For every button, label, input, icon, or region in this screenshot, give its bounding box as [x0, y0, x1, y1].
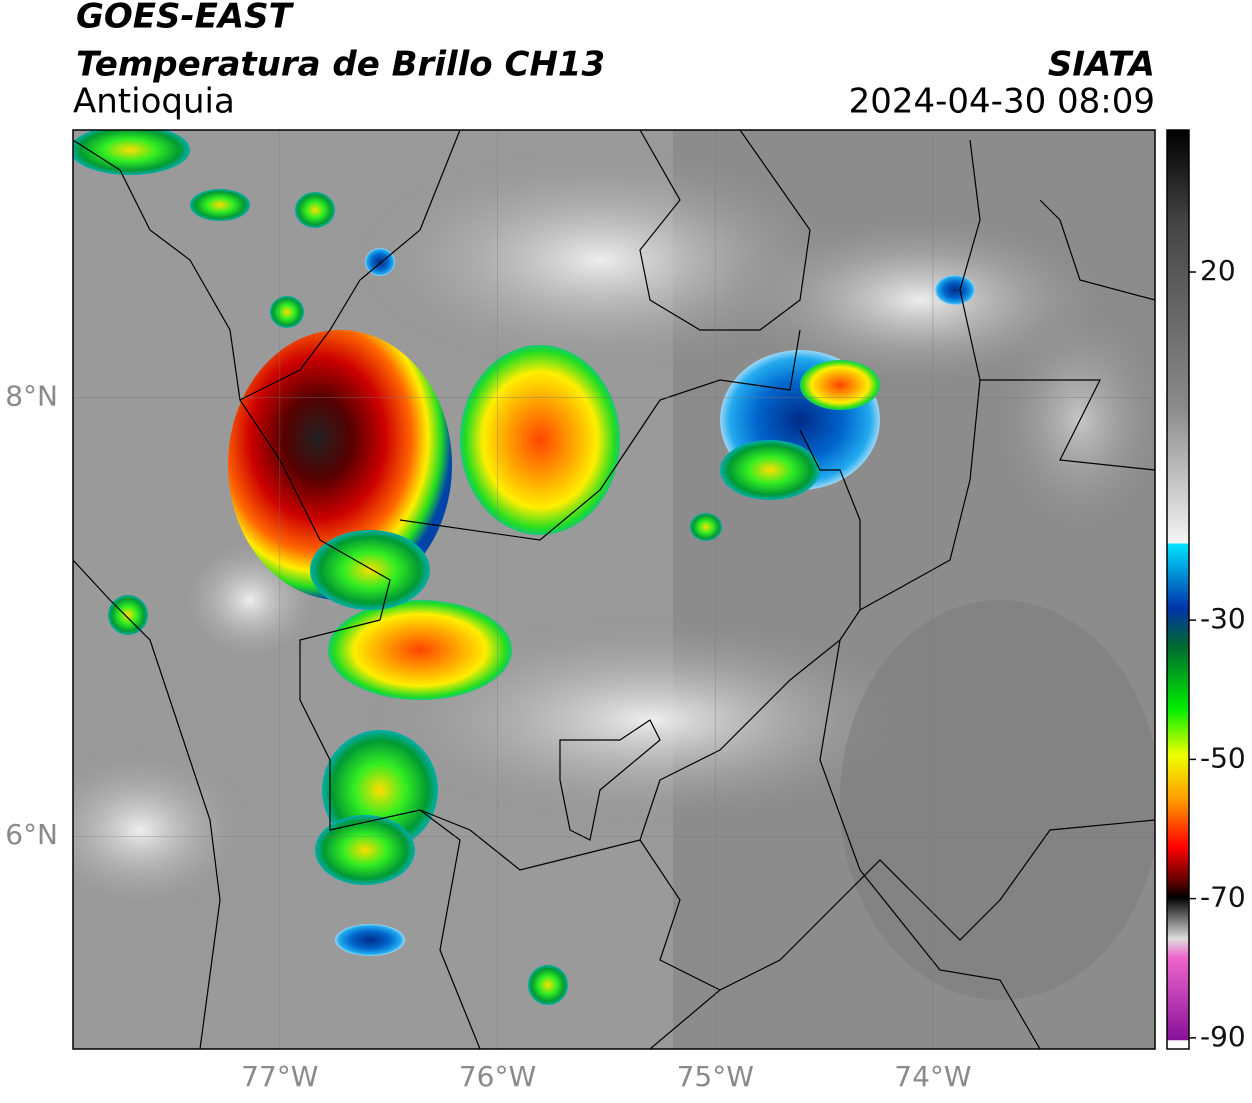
colorbar-tick-label: -90 [1200, 1020, 1246, 1053]
subtitle: Temperatura de Brillo CH13 [76, 45, 605, 85]
y-tick-label: 8°N [5, 380, 58, 413]
colorbar-tick-label: -50 [1200, 741, 1246, 774]
graticule [73, 130, 1155, 1049]
y-tick-label: 6°N [5, 818, 58, 851]
colorbar-tick-label: -30 [1200, 602, 1246, 635]
colorbar [1166, 129, 1190, 1050]
colorbar-tick-label: -70 [1200, 881, 1246, 914]
x-tick-label: 76°W [459, 1060, 536, 1093]
x-tick-label: 75°W [677, 1060, 754, 1093]
region: Antioquia [73, 82, 235, 122]
satellite-image [73, 130, 1155, 1049]
colorbar-tick-label: 20 [1200, 254, 1236, 287]
x-tick-label: 77°W [241, 1060, 318, 1093]
datetime: 2024-04-30 08:09 [849, 82, 1155, 122]
source: SIATA [1048, 45, 1155, 85]
x-tick-label: 74°W [894, 1060, 971, 1093]
title: GOES-EAST [76, 0, 295, 37]
map-frame [72, 129, 1156, 1050]
